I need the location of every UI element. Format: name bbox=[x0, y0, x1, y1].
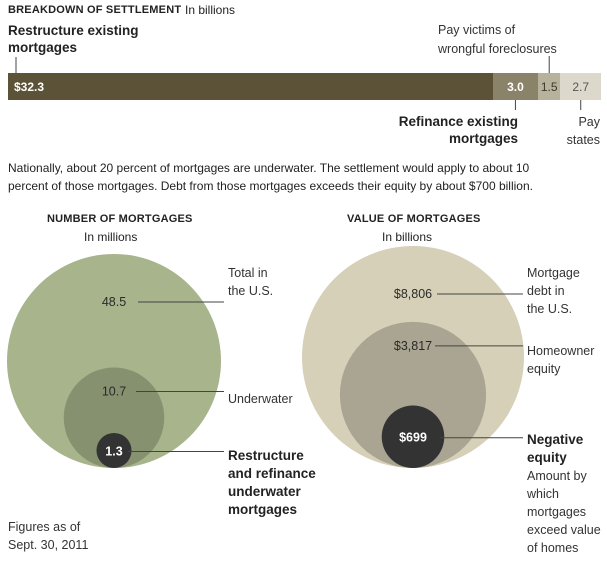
number-circle-inner bbox=[96, 432, 132, 468]
label-negative-equity-note: Amount by which mortgages exceed value o… bbox=[527, 469, 601, 555]
label-pay-states: Pay states bbox=[566, 115, 600, 147]
value-chart-unit: In billions bbox=[382, 230, 433, 244]
number-value-inner: 1.3 bbox=[105, 444, 122, 458]
bar-segment-restructure: $32.3 bbox=[8, 73, 493, 100]
value-circle-mid bbox=[339, 321, 487, 468]
number-chart-heading: NUMBER OF MORTGAGES bbox=[47, 213, 193, 225]
label-underwater: Underwater bbox=[228, 392, 293, 406]
label-refinance-existing: Refinance existing mortgages bbox=[398, 114, 518, 146]
bar-segment-refinance: 3.0 bbox=[492, 73, 538, 100]
bar-segment-victims: 1.5 bbox=[537, 73, 561, 100]
label-negative-equity: Negative equity bbox=[527, 432, 584, 465]
label-homeowner-equity: Homeowner equity bbox=[527, 344, 595, 376]
number-value-outer: 48.5 bbox=[102, 295, 126, 309]
bar-value-label: 3.0 bbox=[507, 79, 524, 94]
bar-segment-states: 2.7 bbox=[560, 73, 601, 100]
number-circle-outer bbox=[7, 254, 221, 468]
bar-value-label: $32.3 bbox=[14, 79, 45, 94]
label-total-us: Total in the U.S. bbox=[228, 266, 274, 298]
settlement-stacked-bar: $32.3 3.0 1.5 2.7 bbox=[8, 73, 601, 100]
label-restructure-refinance: Restructure and refinance underwater mor… bbox=[228, 448, 316, 517]
value-value-inner: $699 bbox=[399, 431, 427, 445]
value-value-outer: $8,806 bbox=[394, 287, 432, 301]
number-circle-mid bbox=[63, 367, 165, 468]
bar-value-label: 1.5 bbox=[540, 79, 558, 94]
number-chart-unit: In millions bbox=[84, 230, 138, 244]
bar-value-label: 2.7 bbox=[572, 79, 590, 94]
settlement-heading: BREAKDOWN OF SETTLEMENT bbox=[8, 4, 182, 16]
summary-text: Nationally, about 20 percent of mortgage… bbox=[8, 161, 533, 193]
label-pay-victims: Pay victims of wrongful foreclosures bbox=[438, 23, 557, 56]
number-value-mid: 10.7 bbox=[102, 384, 126, 398]
footnote: Figures as of Sept. 30, 2011 bbox=[8, 520, 89, 552]
value-chart-heading: VALUE OF MORTGAGES bbox=[347, 213, 481, 225]
label-mortgage-debt: Mortgage debt in the U.S. bbox=[527, 266, 580, 316]
settlement-unit: In billions bbox=[185, 3, 236, 17]
value-value-mid: $3,817 bbox=[394, 339, 432, 353]
value-circle-inner bbox=[381, 405, 445, 468]
label-restructure-existing: Restructure existing mortgages bbox=[8, 23, 139, 55]
